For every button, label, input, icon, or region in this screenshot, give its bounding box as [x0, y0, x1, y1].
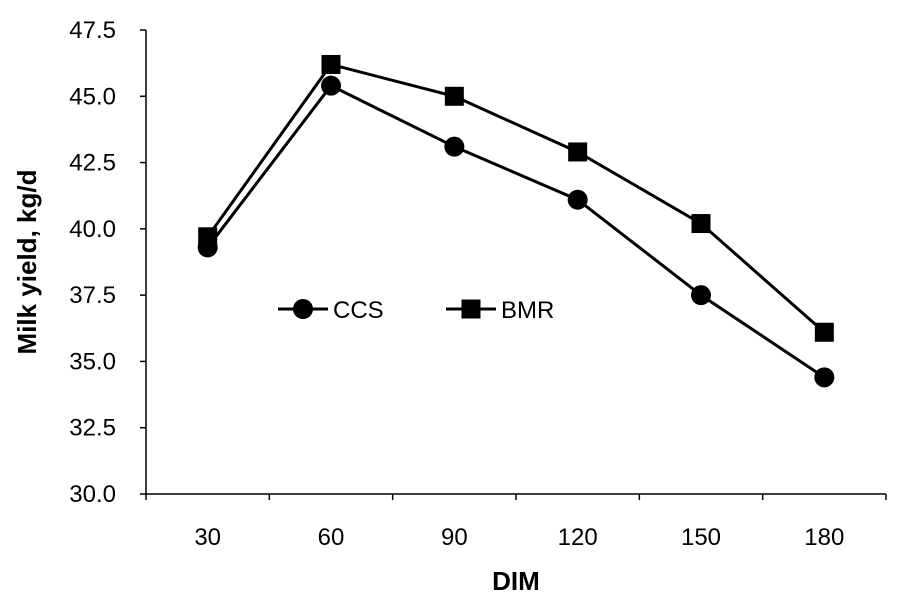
- legend-label: CCS: [333, 297, 384, 324]
- x-axis-title: DIM: [492, 566, 540, 596]
- x-tick-labels: 30 60 90 120 150 180: [145, 494, 887, 551]
- legend-label: BMR: [501, 297, 554, 324]
- legend: CCS BMR: [278, 297, 554, 324]
- data-point-bmr: [444, 86, 464, 106]
- axes: [145, 30, 886, 495]
- data-point-bmr: [198, 227, 218, 247]
- legend-marker-bmr: [461, 299, 481, 319]
- y-tick-label: 35.0: [69, 348, 116, 375]
- data-point-ccs: [321, 75, 341, 96]
- data-point-ccs: [444, 136, 465, 157]
- series-line-bmr: [206, 62, 826, 334]
- y-tick-label: 40.0: [69, 216, 116, 243]
- y-tick-label: 37.5: [69, 282, 116, 309]
- data-point-bmr: [321, 54, 341, 74]
- x-tick-label: 30: [194, 524, 221, 551]
- legend-marker-ccs: [293, 299, 313, 319]
- data-point-bmr: [691, 214, 711, 234]
- y-tick-label: 45.0: [69, 83, 116, 110]
- y-tick-label: 47.5: [69, 17, 116, 44]
- x-tick-label: 60: [318, 524, 345, 551]
- x-tick-label: 120: [558, 524, 598, 551]
- y-axis-title: Milk yield, kg/d: [12, 170, 42, 355]
- data-point-bmr: [568, 142, 588, 162]
- x-tick-label: 180: [804, 524, 844, 551]
- y-tick-label: 30.0: [69, 481, 116, 508]
- y-tick-labels: 30.0 32.5 35.0 37.5 40.0 42.5 45.0 47.5: [69, 17, 146, 508]
- legend-item-ccs: CCS: [278, 297, 384, 324]
- data-point-bmr: [814, 322, 834, 342]
- series-ccs: [197, 75, 835, 388]
- data-point-ccs: [814, 367, 835, 388]
- legend-item-bmr: BMR: [446, 297, 554, 324]
- series-line-ccs: [206, 83, 826, 379]
- y-tick-label: 42.5: [69, 150, 116, 177]
- data-point-ccs: [691, 285, 711, 306]
- x-tick-label: 90: [441, 524, 468, 551]
- y-tick-label: 32.5: [69, 415, 116, 442]
- series-layer: [197, 54, 835, 388]
- series-bmr: [198, 54, 834, 342]
- data-point-ccs: [567, 189, 588, 210]
- x-tick-label: 150: [681, 524, 721, 551]
